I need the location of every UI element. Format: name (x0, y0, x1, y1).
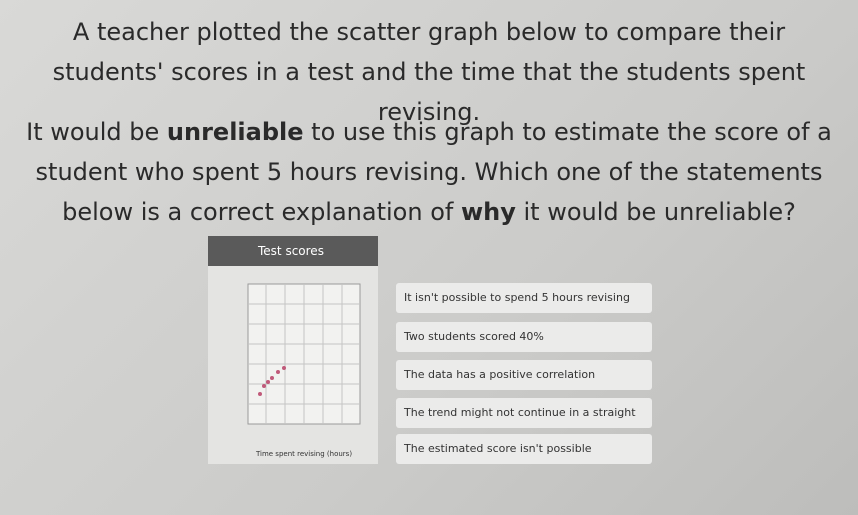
chart-title: Test scores (208, 236, 378, 266)
prompt-text: it would be unreliable? (515, 198, 796, 226)
x-axis-label: Time spent revising (hours) (255, 450, 352, 458)
prompt-text: It would be (26, 118, 167, 146)
answer-option[interactable]: The estimated score isn't possible (396, 434, 652, 464)
answer-option[interactable]: The data has a positive correlation (396, 360, 652, 390)
question-prompt: It would be unreliable to use this graph… (20, 112, 838, 232)
answer-option[interactable]: Two students scored 40% (396, 322, 652, 352)
scatter-graph: Time spent revising (hours) (247, 283, 361, 458)
points (258, 366, 286, 396)
question-intro: A teacher plotted the scatter graph belo… (52, 18, 806, 126)
chart-panel: Test scores Time spent revising (hours) (208, 236, 378, 464)
answer-option[interactable]: It isn't possible to spend 5 hours revis… (396, 283, 652, 313)
grid (248, 284, 360, 424)
prompt-emphasis: why (460, 198, 516, 226)
prompt-text: to use this graph to estimate the score … (35, 118, 832, 226)
answer-option[interactable]: The trend might not continue in a straig… (396, 398, 652, 449)
prompt-emphasis: unreliable (166, 118, 304, 146)
